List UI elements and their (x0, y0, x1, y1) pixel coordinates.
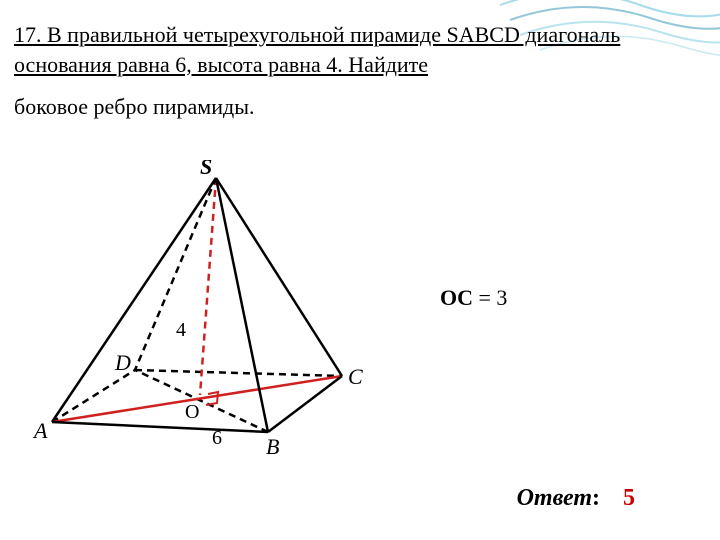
pyramid-diagram: S A B C D O 4 6 (20, 160, 400, 460)
vertex-o-label: O (185, 401, 199, 423)
oc-label: OC (440, 285, 473, 310)
problem-statement-line2: боковое ребро пирамиды. (14, 92, 704, 122)
vertex-d-label: D (114, 350, 131, 375)
oc-equals: = (473, 285, 496, 310)
vertex-s-label: S (200, 160, 212, 179)
oc-calculation: OC = 3 (440, 285, 507, 311)
vertex-c-label: C (348, 364, 363, 389)
vertex-a-label: A (32, 418, 48, 443)
answer-label: Ответ: (517, 485, 600, 512)
answer-value: 5 (623, 485, 635, 512)
vertex-b-label: B (266, 434, 279, 459)
diagonal-value-label: 6 (212, 427, 222, 449)
oc-value: 3 (496, 285, 507, 310)
height-value-label: 4 (176, 319, 186, 341)
problem-statement-line1: 17. В правильной четырехугольной пирамид… (14, 20, 704, 79)
